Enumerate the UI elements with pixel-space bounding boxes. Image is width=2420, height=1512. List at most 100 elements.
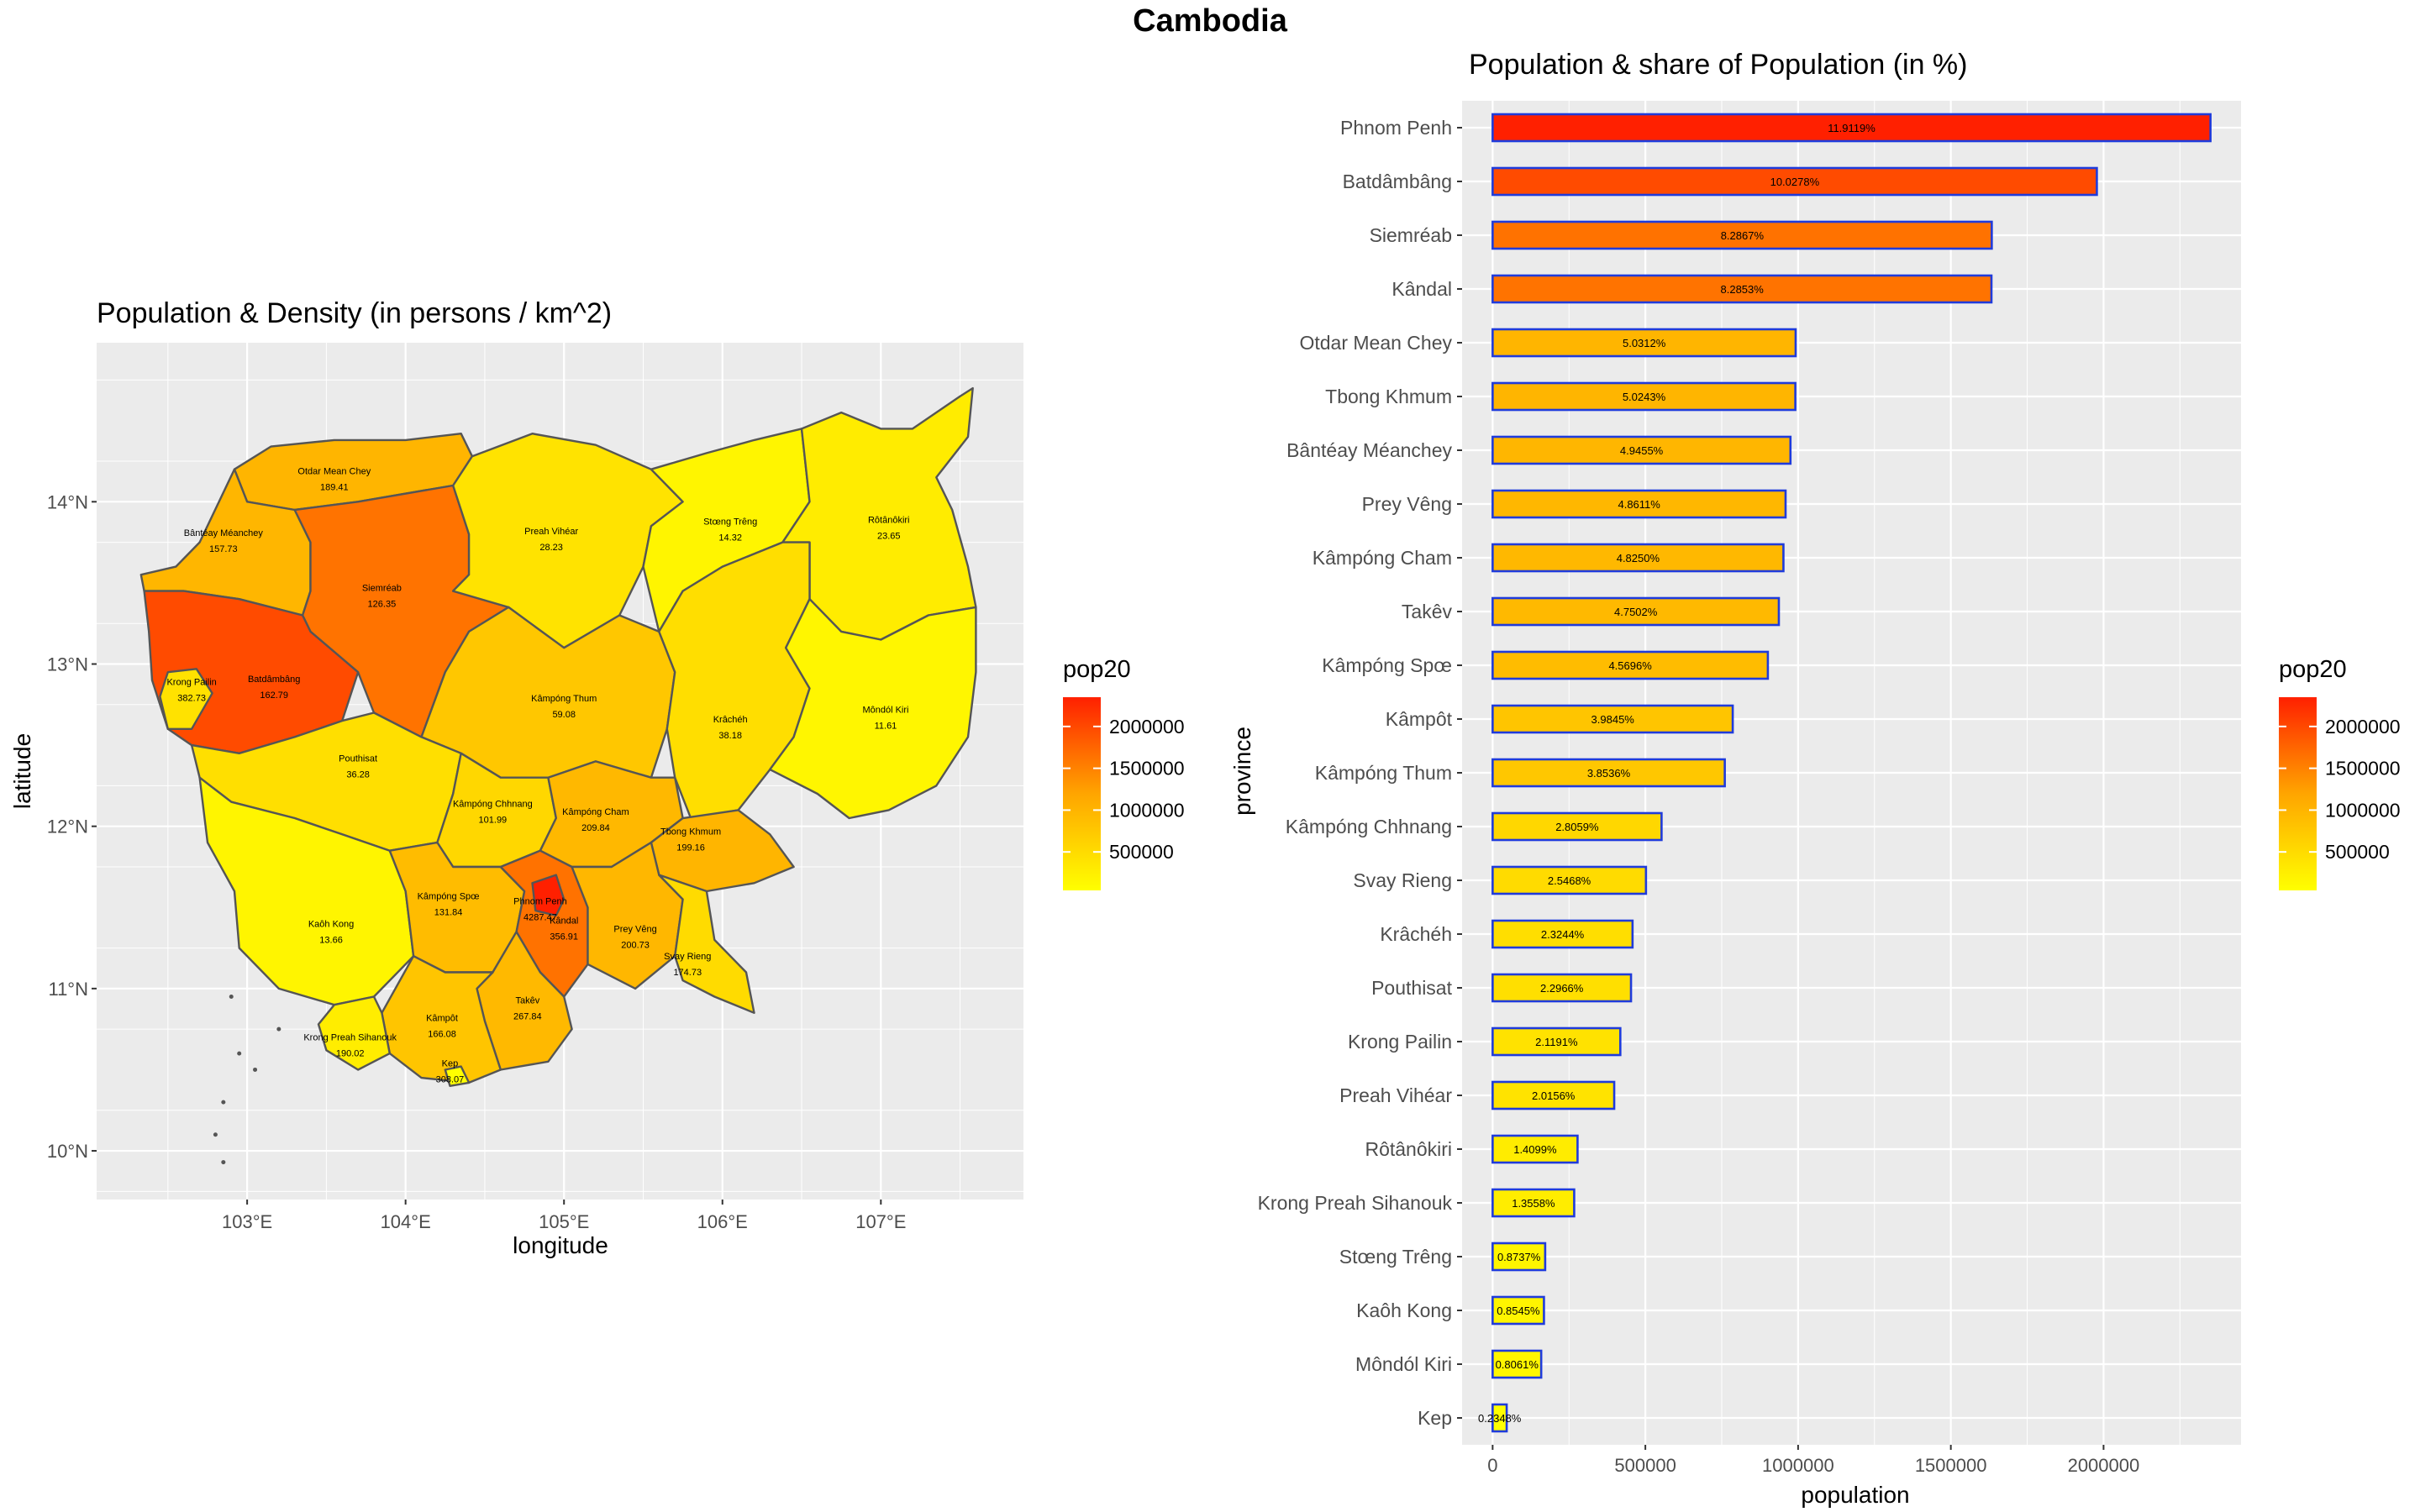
- province-krong-pailin: [159, 668, 213, 730]
- bar-plot-area: [1462, 101, 2241, 1445]
- bar-svay-rieng: [1491, 865, 1648, 895]
- bar-kep: [1491, 1403, 1508, 1433]
- bar-krong-preah-sihanouk: [1491, 1188, 1576, 1218]
- province-density-label: 101.99: [479, 816, 508, 826]
- map-panel: Population & Density (in persons / km^2)…: [9, 297, 1185, 1258]
- province-density-label: 38.18: [718, 731, 742, 741]
- province-density-label: 59.08: [552, 710, 576, 720]
- map-y-tick-label: 10°N: [47, 1141, 88, 1162]
- province-name-label: Rôtânôkiri: [868, 515, 910, 525]
- province-density-label: 126.35: [368, 600, 397, 610]
- bar-grid: [1462, 101, 2241, 1445]
- bar-x-tick-label: 1000000: [1762, 1455, 1834, 1476]
- bar-y-tick-label: Otdar Mean Chey: [1299, 332, 1452, 354]
- bar-y-ticks: Phnom Penh Batdâmbâng Siemréab Kândal Otdar …: [1258, 117, 1462, 1429]
- province-density-label: 36.28: [346, 769, 370, 780]
- island: [229, 995, 234, 1000]
- bar-tbong-khmum: [1491, 381, 1797, 412]
- province-krong-preah-sihanouk: [317, 995, 391, 1071]
- bar-x-tick-label: 0: [1487, 1455, 1497, 1476]
- bar-st-ng-treng: [1491, 1242, 1547, 1272]
- bar-value-label: 2.8059%: [1555, 821, 1599, 833]
- bar-value-label: 2.0156%: [1532, 1089, 1576, 1102]
- province-density-label: 174.73: [673, 968, 702, 978]
- map-x-axis-title: longitude: [513, 1232, 608, 1258]
- province-name-label: Kâmpóng Thum: [531, 694, 597, 704]
- island: [253, 1067, 258, 1072]
- province-density-label: 382.73: [177, 694, 206, 704]
- bar-y-axis-title: province: [1229, 727, 1255, 816]
- map-legend-tick-label: 1500000: [1109, 758, 1185, 780]
- province-density-label: 356.91: [550, 932, 578, 942]
- map-legend-title: pop20: [1063, 656, 1131, 683]
- province-name-label: Kâmpóng Cham: [562, 807, 629, 817]
- bar-x-tick-label: 2000000: [2068, 1455, 2140, 1476]
- province-density-label: 14.32: [718, 533, 742, 543]
- bar-y-tick-label: Môndól Kiri: [1355, 1353, 1452, 1375]
- bar-y-tick-label: Kândal: [1392, 278, 1452, 300]
- bar-value-label: 5.0312%: [1623, 337, 1666, 349]
- bar-legend-tick-label: 1000000: [2325, 799, 2401, 821]
- bar-kracheh: [1491, 919, 1634, 949]
- bar-y-tick-label: Stœng Trêng: [1339, 1246, 1452, 1268]
- province-name-label: Prey Vêng: [613, 924, 656, 934]
- map-y-tick-label: 11°N: [48, 979, 88, 1000]
- province-name-label: Kaôh Kong: [308, 919, 354, 929]
- province-name-label: Otdar Mean Chey: [297, 466, 371, 476]
- province-density-label: 190.02: [336, 1049, 365, 1059]
- bar-y-tick-label: Pouthisat: [1371, 977, 1453, 999]
- bar-y-tick-label: Kaôh Kong: [1356, 1299, 1452, 1321]
- bar-y-tick-label: Kâmpôt: [1386, 708, 1453, 730]
- province-name-label: Kâmpóng Spœ: [418, 892, 480, 902]
- bar-legend-tick-label: 2000000: [2325, 716, 2401, 738]
- bar-y-tick-label: Svay Rieng: [1353, 869, 1452, 891]
- map-y-axis-title: latitude: [9, 733, 35, 809]
- bar-kandal: [1491, 274, 1993, 304]
- bar-rotanokiri: [1491, 1134, 1579, 1164]
- province-density-label: 131.84: [434, 908, 463, 918]
- bar-phnom-penh: [1491, 113, 2212, 143]
- province-density-label: 199.16: [676, 843, 705, 853]
- province-name-label: Siemréab: [362, 584, 402, 594]
- map-shapes: [139, 386, 977, 1165]
- map-legend-colorbar: [1063, 697, 1101, 890]
- island: [276, 1026, 281, 1032]
- province-density-label: 157.73: [209, 544, 238, 554]
- bar-value-label: 4.9455%: [1620, 444, 1664, 457]
- bar-x-tick-label: 500000: [1614, 1455, 1676, 1476]
- bar-krong-pailin: [1491, 1026, 1622, 1057]
- bar-y-tick-label: Krong Preah Sihanouk: [1258, 1192, 1453, 1214]
- bar-siemreab: [1491, 220, 1993, 250]
- bar-banteay-meanchey: [1491, 435, 1792, 465]
- map-legend: pop20 500000 1000000 1500000 2000000: [1063, 656, 1185, 890]
- bar-marks: 11.9119% 10.0278% 8.2867% 8.2853% 5.0312% 5.0…: [1478, 113, 2212, 1433]
- bar-y-tick-label: Krong Pailin: [1348, 1031, 1452, 1053]
- bar-y-tick-label: Batdâmbâng: [1343, 171, 1452, 192]
- province-name-label: Takêv: [515, 995, 539, 1005]
- bar-y-tick-label: Rôtânôkiri: [1365, 1138, 1452, 1160]
- province-density-label: 162.79: [260, 690, 288, 701]
- map-x-tick-label: 103°E: [222, 1211, 272, 1232]
- province-density-label: 23.65: [877, 531, 901, 541]
- province-name-label: Preah Vihéar: [524, 527, 578, 537]
- province-kep: [444, 1065, 471, 1088]
- bar-takev: [1491, 596, 1781, 627]
- province-name-label: Batdâmbâng: [248, 675, 300, 685]
- bar-kampong-chhnang: [1491, 811, 1663, 842]
- bar-kampot: [1491, 704, 1734, 734]
- island: [221, 1100, 226, 1105]
- bar-legend-colorbar: [2279, 697, 2317, 890]
- province-name-label: Kep: [442, 1059, 459, 1069]
- island: [237, 1051, 242, 1056]
- bar-value-label: 0.2348%: [1478, 1412, 1522, 1425]
- province-name-label: Kândal: [550, 916, 578, 927]
- bar-value-label: 1.3558%: [1512, 1197, 1555, 1210]
- bar-value-label: 0.8737%: [1497, 1251, 1541, 1263]
- bar-value-label: 1.4099%: [1513, 1143, 1557, 1156]
- main-title: Cambodia: [1133, 3, 1287, 39]
- map-x-tick-label: 105°E: [539, 1211, 589, 1232]
- bar-batdambang: [1491, 166, 2098, 197]
- bar-value-label: 8.2853%: [1721, 283, 1765, 296]
- bar-value-label: 4.5696%: [1608, 659, 1652, 672]
- bar-y-tick-label: Takêv: [1402, 601, 1453, 622]
